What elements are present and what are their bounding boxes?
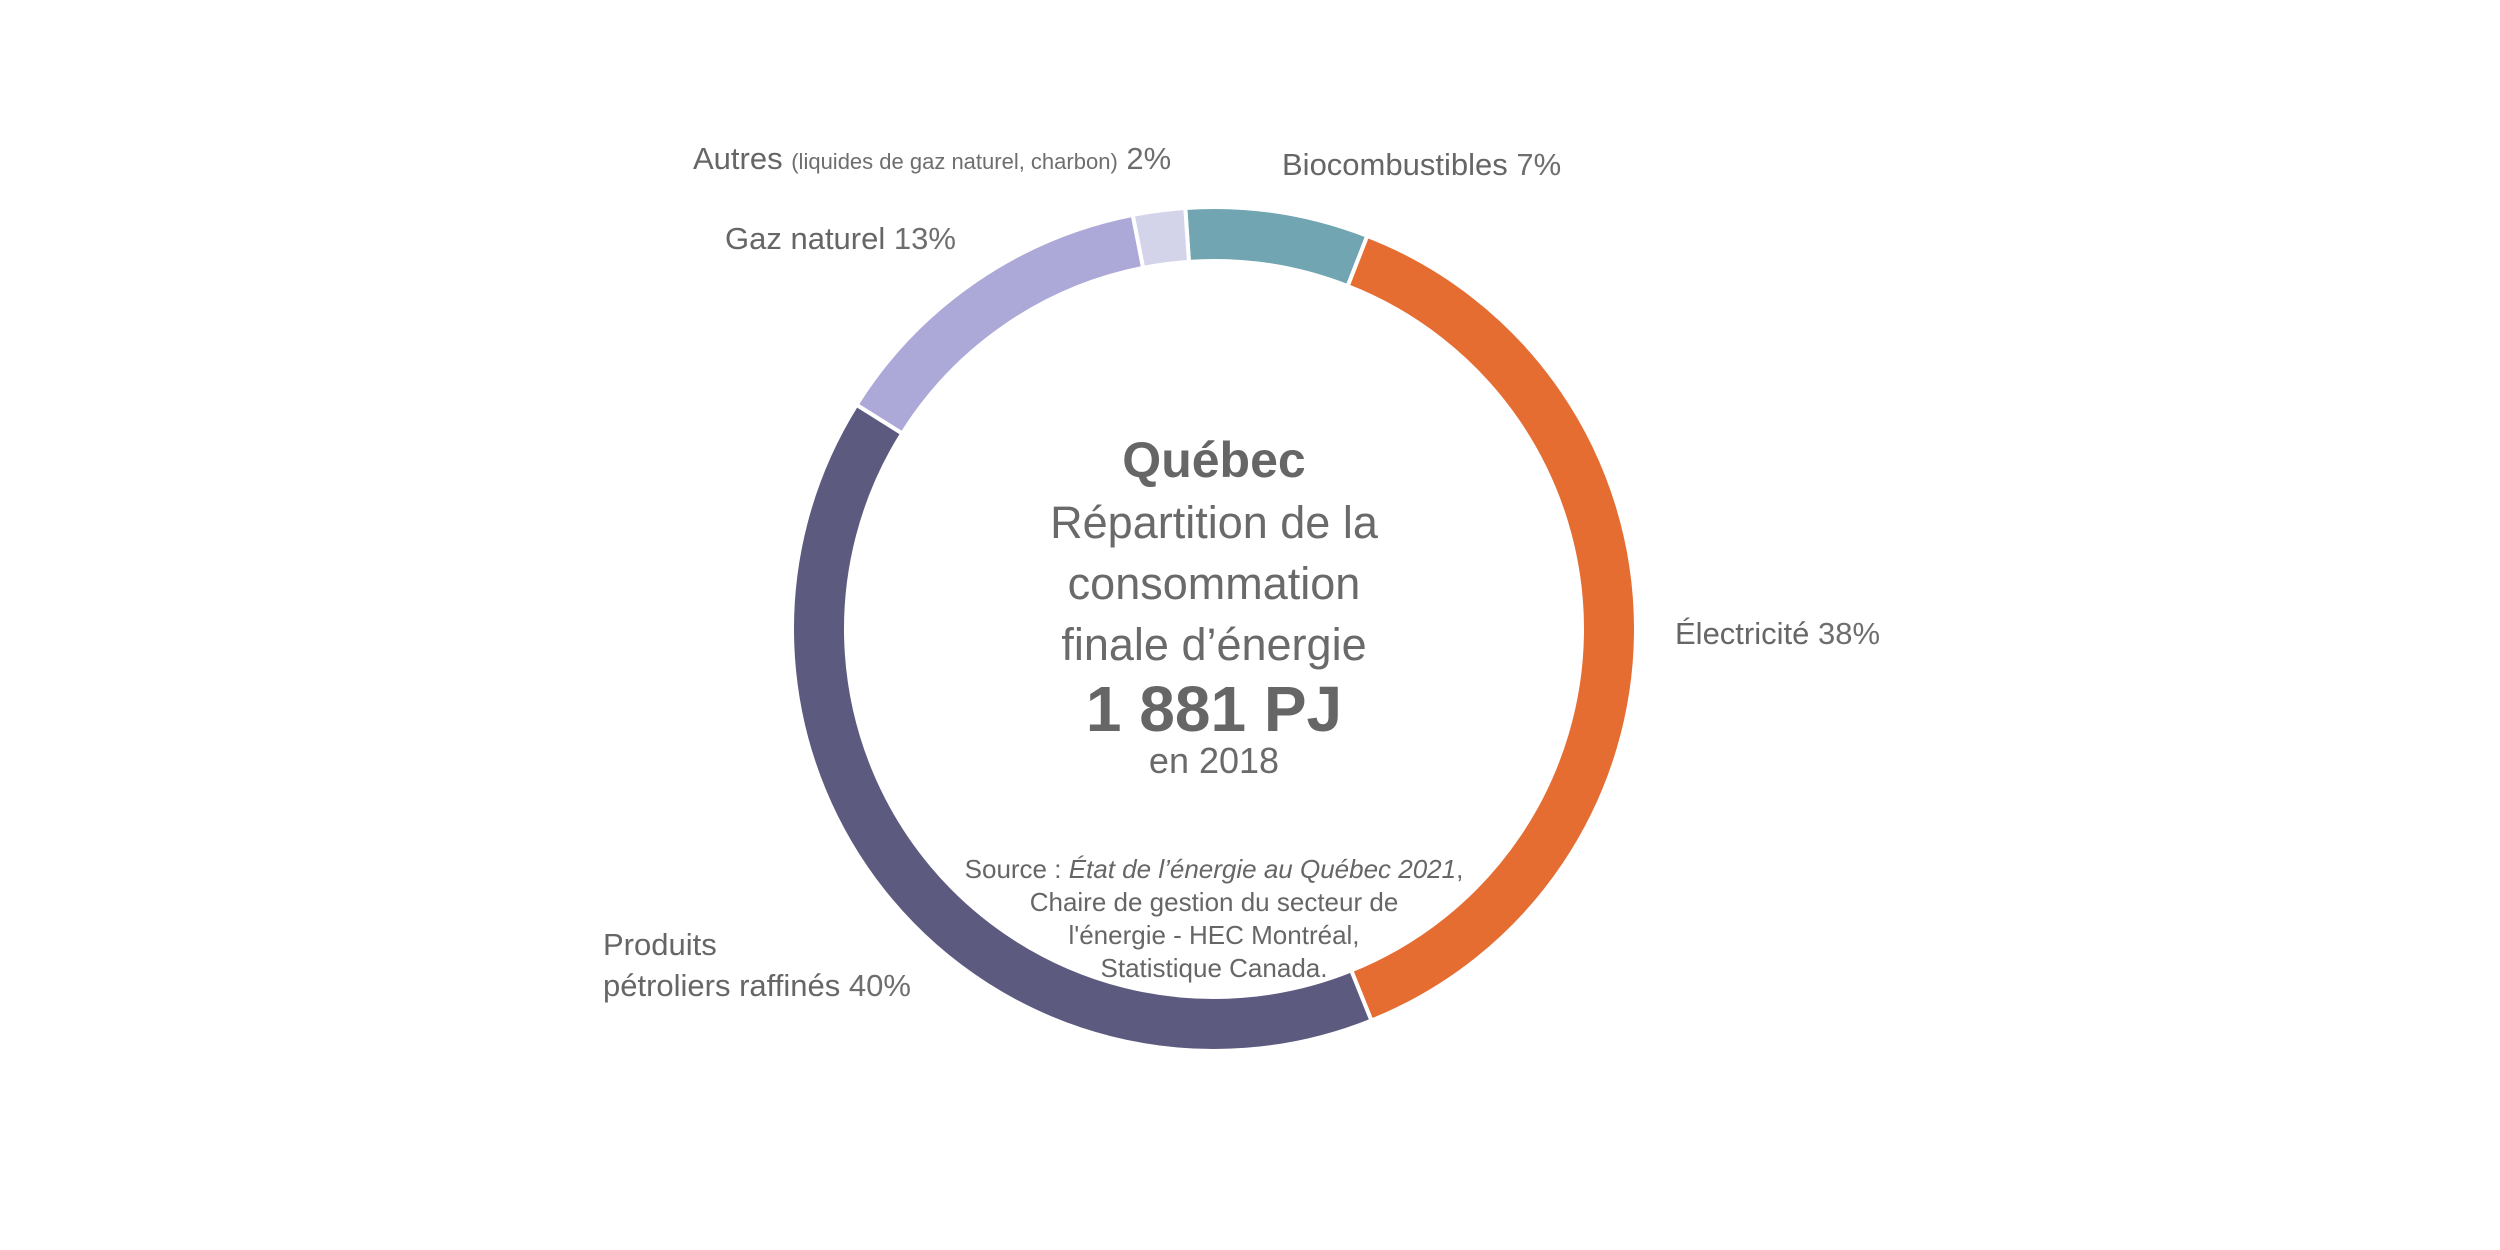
label-autres: Autres (liquides de gaz naturel, charbon… — [693, 138, 1171, 182]
source-title: État de l’énergie au Québec 2021 — [1068, 854, 1457, 884]
label-percent: 13% — [893, 221, 956, 256]
subtitle-line3: finale d’énergie — [1061, 619, 1367, 670]
label-percent: 2% — [1126, 141, 1172, 176]
label-electricite: Électricité 38% — [1675, 613, 1880, 654]
total-value: 1 881 PJ — [1085, 673, 1343, 745]
year-label: en 2018 — [1148, 740, 1280, 781]
source-suffix: , — [1456, 854, 1464, 884]
label-percent: 40% — [848, 968, 911, 1003]
source-prefix: Source : — [964, 854, 1069, 884]
label-name: Électricité — [1675, 616, 1810, 651]
label-name-line1: Produits — [603, 927, 717, 962]
source-note: Source : État de l’énergie au Québec 202… — [914, 853, 1514, 985]
label-name: Autres — [693, 141, 783, 176]
subtitle-line1: Répartition de la — [1050, 497, 1378, 548]
label-name: Biocombustibles — [1282, 147, 1508, 182]
label-percent: 7% — [1516, 147, 1562, 182]
donut-segment-autres — [1130, 205, 1192, 271]
label-biocombustibles: Biocombustibles 7% — [1282, 144, 1561, 185]
label-produits-petroliers: Produits pétroliers raffinés 40% — [603, 924, 911, 1006]
donut-segment-biocombustibles — [1183, 205, 1370, 289]
donut-segments — [790, 205, 1638, 1053]
source-line3: l'énergie - HEC Montréal, — [1068, 920, 1360, 950]
label-name: Gaz naturel — [725, 221, 886, 256]
label-gaz-naturel: Gaz naturel 13% — [725, 218, 956, 259]
chart-subtitle: Répartition de la consommation finale d’… — [964, 492, 1464, 675]
source-line2: Chaire de gestion du secteur de — [1029, 887, 1399, 917]
label-percent: 38% — [1818, 616, 1881, 651]
label-name-line2: pétroliers raffinés — [603, 968, 841, 1003]
chart-title: Québec — [1122, 432, 1306, 488]
label-detail: (liquides de gaz naturel, charbon) — [791, 149, 1118, 174]
source-line4: Statistique Canada. — [1100, 953, 1328, 983]
subtitle-line2: consommation — [1067, 558, 1361, 609]
